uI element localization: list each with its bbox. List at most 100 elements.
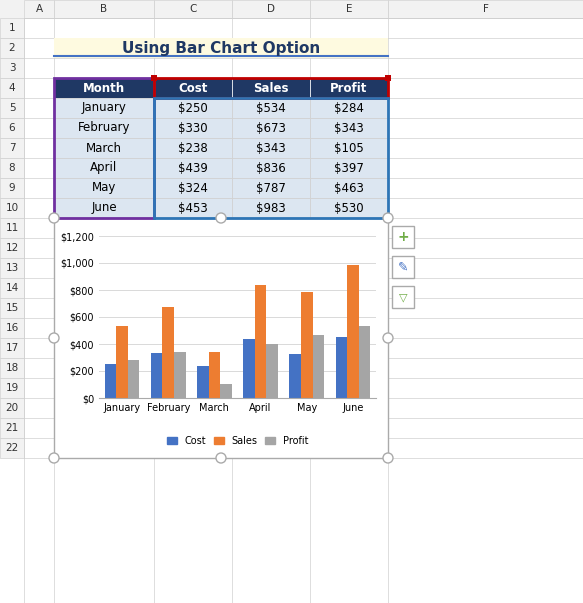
Text: 17: 17 [5,343,19,353]
Text: June: June [91,201,117,215]
Bar [0,378,24,398]
Bar [255,285,266,398]
Bar [310,198,388,218]
Circle shape [49,213,59,223]
Bar [388,0,583,18]
Text: $453: $453 [178,201,208,215]
Bar [154,198,232,218]
Text: E: E [346,4,352,14]
Bar [310,118,388,138]
Bar [232,138,310,158]
Text: 16: 16 [5,323,19,333]
Text: Sales Analysis: Sales Analysis [190,239,285,253]
Bar [154,118,232,138]
Bar [310,98,388,118]
Bar [0,398,24,418]
Bar [232,98,310,118]
Bar [232,198,310,218]
Bar [0,178,24,198]
Bar [197,366,209,398]
Text: 15: 15 [5,303,19,313]
Text: $983: $983 [256,201,286,215]
Bar [0,438,24,458]
Text: 1: 1 [9,23,15,33]
Text: 18: 18 [5,363,19,373]
Text: 7: 7 [9,143,15,153]
Bar [310,78,388,98]
Text: $330: $330 [178,121,208,134]
Bar [54,138,154,158]
Text: +: + [397,230,409,244]
Circle shape [383,213,393,223]
Text: 9: 9 [9,183,15,193]
Bar [0,158,24,178]
Bar [105,364,117,398]
Bar [232,158,310,178]
Bar [301,292,312,398]
Text: 6: 6 [9,123,15,133]
Text: $397: $397 [334,162,364,174]
Bar [232,178,310,198]
Text: March: March [86,142,122,154]
Bar [392,286,414,308]
Text: January: January [82,101,127,115]
Circle shape [49,453,59,463]
Bar [154,0,232,18]
Text: $343: $343 [334,121,364,134]
Bar [54,158,154,178]
Bar [0,58,24,78]
Bar [232,78,310,98]
Bar [0,138,24,158]
Bar [220,384,231,398]
Text: 11: 11 [5,223,19,233]
Text: $343: $343 [256,142,286,154]
Bar [154,178,232,198]
Text: Cost: Cost [178,81,208,95]
Bar [0,38,24,58]
Bar [347,265,359,398]
Text: 21: 21 [5,423,19,433]
Bar [174,352,185,398]
Bar [0,238,24,258]
Bar [54,118,154,138]
Text: $105: $105 [334,142,364,154]
Bar [54,218,388,458]
Text: Sales: Sales [253,81,289,95]
Bar [163,307,174,398]
Text: ▽: ▽ [399,292,408,302]
Text: B: B [100,4,107,14]
Text: $439: $439 [178,162,208,174]
Text: $284: $284 [334,101,364,115]
Bar [0,198,24,218]
Bar [154,98,232,118]
Text: $787: $787 [256,182,286,195]
Bar [54,78,154,218]
Bar [54,198,154,218]
Bar [0,418,24,438]
Bar [0,258,24,278]
Bar [392,226,414,248]
Bar [54,178,154,198]
Bar [266,344,278,398]
Bar [232,118,310,138]
Text: Profit: Profit [331,81,368,95]
Bar [0,18,24,38]
Bar [243,339,255,398]
Bar [0,98,24,118]
Text: 12: 12 [5,243,19,253]
Bar [24,0,54,18]
Circle shape [383,333,393,343]
Bar [0,0,24,18]
Text: 20: 20 [5,403,19,413]
Bar [54,38,388,58]
Text: 5: 5 [9,103,15,113]
Text: April: April [90,162,118,174]
Bar [359,326,370,398]
Bar [310,178,388,198]
Bar [392,256,414,278]
Bar [154,78,388,98]
Text: Using Bar Chart Option: Using Bar Chart Option [122,40,320,55]
Text: 8: 8 [9,163,15,173]
Text: 3: 3 [9,63,15,73]
Bar [312,335,324,398]
